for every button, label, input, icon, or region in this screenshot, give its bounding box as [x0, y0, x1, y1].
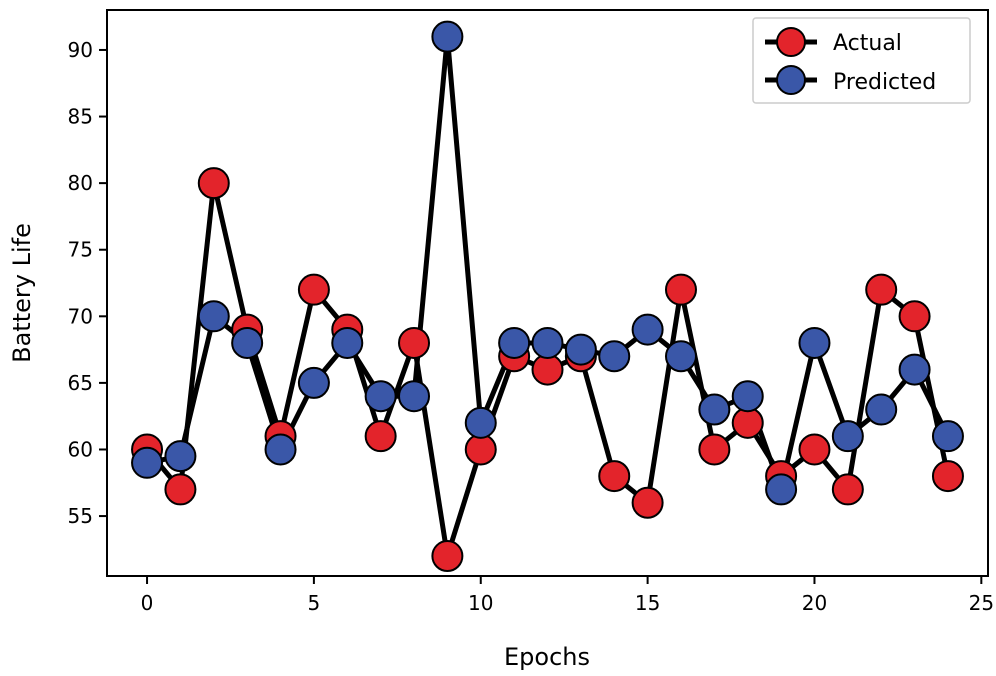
- data-point-actual: [531, 353, 564, 386]
- data-point-predicted: [831, 420, 864, 453]
- y-tick-label: 85: [68, 105, 93, 129]
- y-tick-label: 60: [68, 437, 93, 461]
- x-tick-label: 0: [141, 591, 154, 615]
- data-point-predicted: [331, 326, 364, 359]
- data-point-predicted: [131, 446, 164, 479]
- data-point-predicted: [398, 380, 431, 413]
- data-point-actual: [731, 406, 764, 439]
- data-point-actual: [698, 433, 731, 466]
- y-tick-label: 80: [68, 171, 93, 195]
- data-point-actual: [398, 326, 431, 359]
- legend-label-actual: Actual: [833, 31, 902, 56]
- x-tick-label: 10: [468, 591, 493, 615]
- legend-marker-actual: [776, 27, 806, 57]
- data-point-actual: [798, 433, 831, 466]
- legend: Actual Predicted: [752, 17, 971, 104]
- y-tick-label: 65: [68, 371, 93, 395]
- y-tick-label: 55: [68, 504, 93, 528]
- data-point-predicted: [431, 20, 464, 53]
- data-point-actual: [831, 473, 864, 506]
- data-point-actual: [197, 167, 230, 200]
- data-point-actual: [865, 273, 898, 306]
- data-point-actual: [464, 433, 497, 466]
- y-tick-label: 75: [68, 238, 93, 262]
- data-point-predicted: [264, 433, 297, 466]
- y-axis-label: Battery Life: [8, 223, 36, 363]
- data-point-predicted: [197, 300, 230, 333]
- data-point-actual: [664, 273, 697, 306]
- data-point-predicted: [698, 393, 731, 426]
- data-point-actual: [164, 473, 197, 506]
- data-point-predicted: [297, 366, 330, 399]
- legend-label-predicted: Predicted: [833, 70, 936, 95]
- x-tick-label: 25: [969, 591, 994, 615]
- data-point-predicted: [531, 326, 564, 359]
- data-point-predicted: [231, 326, 264, 359]
- data-point-predicted: [598, 340, 631, 373]
- data-point-actual: [431, 540, 464, 573]
- data-point-predicted: [664, 340, 697, 373]
- axis-layer: 0 5 10 15 20 25 55 60 65 70 75 80 85 90: [68, 38, 995, 615]
- series-line-predicted: [146, 34, 951, 492]
- data-point-predicted: [464, 406, 497, 439]
- data-point-actual: [631, 486, 664, 519]
- data-point-predicted: [798, 326, 831, 359]
- data-point-predicted: [498, 326, 531, 359]
- data-point-predicted: [164, 440, 197, 473]
- data-point-actual: [297, 273, 330, 306]
- data-point-predicted: [931, 420, 964, 453]
- legend-marker-predicted: [776, 65, 806, 95]
- data-point-actual: [931, 460, 964, 493]
- data-point-predicted: [898, 353, 931, 386]
- x-tick-label: 20: [802, 591, 827, 615]
- data-point-predicted: [364, 380, 397, 413]
- x-tick-label: 15: [635, 591, 660, 615]
- data-point-actual: [598, 460, 631, 493]
- data-point-actual: [364, 420, 397, 453]
- plot-frame: [106, 9, 989, 577]
- y-tick-label: 70: [68, 304, 93, 328]
- data-point-predicted: [564, 333, 597, 366]
- x-tick-label: 5: [308, 591, 321, 615]
- data-point-predicted: [631, 313, 664, 346]
- data-point-predicted: [731, 380, 764, 413]
- data-point-predicted: [765, 473, 798, 506]
- data-point-actual: [898, 300, 931, 333]
- y-tick-label: 90: [68, 38, 93, 62]
- x-axis-label: Epochs: [504, 643, 590, 671]
- data-point-predicted: [865, 393, 898, 426]
- plot-layer: [131, 20, 964, 573]
